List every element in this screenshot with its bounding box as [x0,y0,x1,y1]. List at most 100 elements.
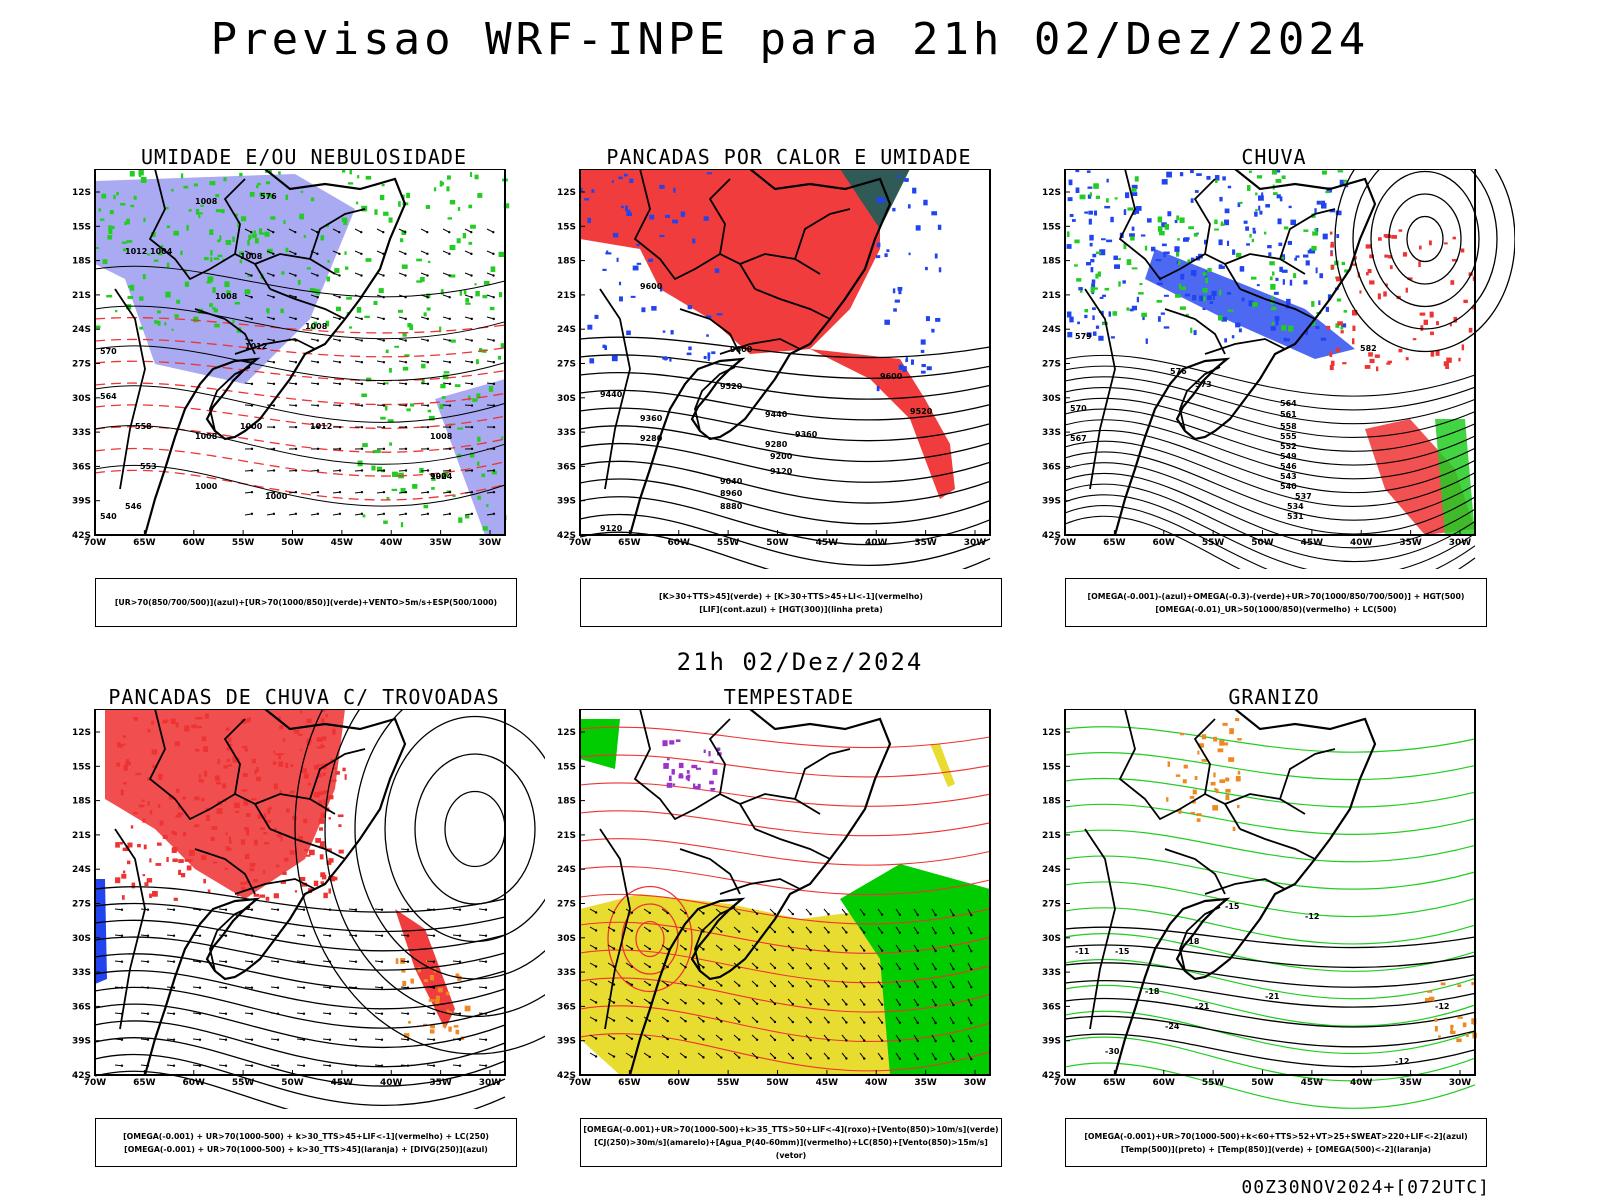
contour-label: 9360 [795,430,818,439]
field-speckle [931,211,938,216]
field-speckle [166,225,171,229]
wind-vector-head [172,1038,176,1041]
field-speckle [244,289,251,295]
wind-vector-head [272,252,275,256]
wind-vector-head [898,1039,902,1042]
wind-vector-head [448,447,452,451]
field-speckle [706,334,709,337]
field-speckle [1084,211,1089,214]
field-speckle [349,326,353,329]
field-speckle [404,354,410,357]
field-speckle [1113,255,1118,260]
lat-tick-label: 15S [557,222,576,232]
wind-vector-head [845,1039,848,1042]
wind-vector-head [773,984,777,988]
wind-vector-head [198,1012,202,1015]
field-speckle [695,767,702,770]
field-speckle [1383,291,1387,297]
wind-vector-head [406,986,410,989]
field-speckle [1391,235,1398,239]
wind-vector-head [594,965,598,968]
field-speckle [1340,326,1344,330]
field-speckle [1440,982,1446,986]
field-speckle [171,847,177,853]
field-speckle [303,234,307,238]
field-speckle [142,818,146,823]
field-speckle [374,209,378,215]
wind-vector-head [970,1057,973,1061]
field-speckle [170,718,176,725]
wind-vector-head [404,404,408,407]
field-speckle [400,522,404,528]
field-speckle [303,773,309,779]
field-speckle [463,290,467,295]
field-speckle [1272,169,1277,175]
field-speckle [1461,344,1465,351]
field-speckle [1453,316,1458,323]
field-speckle [1178,283,1182,290]
field-speckle [898,289,902,295]
main-title: Previsao WRF-INPE para 21h 02/Dez/2024 [210,14,1370,65]
field-speckle [391,488,398,491]
contour-label: -18 [1185,937,1200,946]
lon-tick-label: 70W [1054,1078,1077,1088]
field-speckle [213,257,220,260]
field-speckle [1290,219,1297,225]
field-speckle [310,197,315,202]
field-speckle [177,812,184,816]
field-speckle [686,770,690,774]
field-speckle [223,177,227,182]
field-speckle [273,893,279,899]
field-speckle [207,889,211,893]
wind-vector-head [492,230,495,234]
field-speckle [1325,191,1331,194]
field-speckle [180,173,184,179]
wind-vector-head [845,1057,848,1060]
field-speckle [1131,305,1138,311]
field-speckle [127,842,133,848]
field-speckle [259,894,266,898]
field-speckle [209,229,214,235]
lat-tick-label: 24S [557,325,576,335]
field-speckle [1193,330,1197,336]
country-border [1193,718,1216,795]
wind-vector-head [898,967,902,970]
field-speckle [240,839,246,845]
field-speckle [1188,226,1194,230]
lon-tick-label: 40W [865,538,888,548]
jet-yellow-region [580,894,890,1075]
field-speckle [253,839,258,846]
wind-vector-head [276,1064,280,1067]
field-speckle [1429,996,1435,1002]
map-fill-layer [580,169,955,499]
field-speckle [1131,226,1135,231]
country-border [708,718,731,795]
field-speckle [602,344,606,348]
field-speckle [1089,234,1094,241]
field-speckle [141,799,145,802]
field-speckle [1419,312,1426,316]
lat-tick-label: 27S [1042,360,1061,370]
field-speckle [423,504,429,509]
field-speckle [668,775,672,782]
lon-tick-label: 55W [1202,1078,1225,1088]
field-speckle [1206,295,1212,301]
field-speckle [306,718,312,724]
wind-vector-head [276,986,280,989]
field-speckle [468,204,473,209]
field-speckle [1294,257,1298,261]
wind-vector-head [360,274,363,277]
field-speckle [1118,281,1121,287]
field-speckle [1129,233,1135,237]
wind-vector-head [648,983,651,987]
field-speckle [253,879,259,883]
wind-vector-head [470,382,474,386]
lat-tick-label: 36S [557,462,576,472]
wind-vector-head [738,1020,741,1023]
wind-vector-head [594,1055,598,1058]
field-speckle [426,293,431,299]
wind-vector-head [406,908,410,911]
field-speckle [687,774,691,778]
wind-vector-head [426,404,430,407]
field-speckle [1218,239,1223,246]
